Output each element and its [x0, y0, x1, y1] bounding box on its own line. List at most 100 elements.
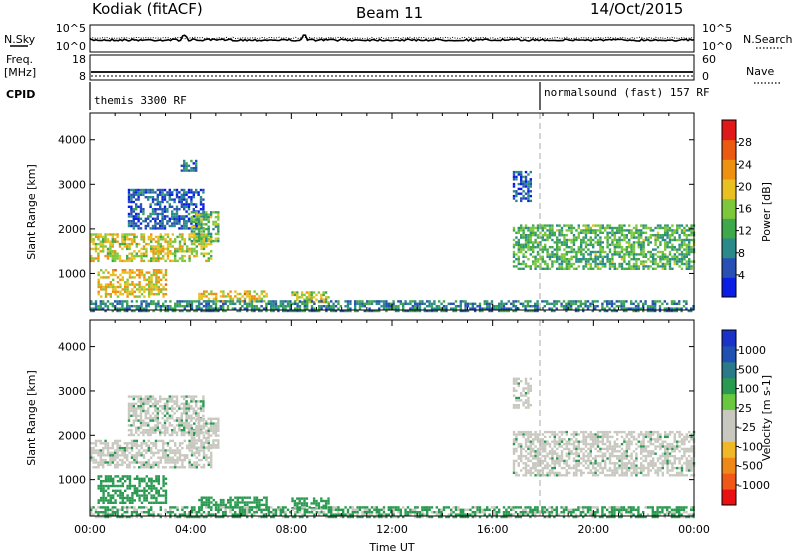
power-cell [284, 300, 287, 303]
power-cell [649, 305, 652, 308]
velocity-cell [156, 407, 159, 410]
velocity-cell [130, 454, 134, 457]
velocity-cell [94, 449, 98, 452]
power-cell [661, 302, 664, 305]
power-cell [524, 243, 528, 246]
power-cell [654, 226, 657, 230]
velocity-cell [127, 417, 131, 420]
velocity-cell [126, 515, 129, 519]
velocity-cell [119, 494, 122, 497]
power-cell [217, 211, 220, 214]
velocity-cell [562, 506, 566, 509]
power-cell [246, 295, 249, 298]
power-cell [330, 300, 333, 303]
power-cell [512, 194, 516, 198]
power-cell [649, 241, 652, 244]
velocity-cell [152, 494, 156, 497]
power-cell [190, 222, 193, 225]
power-cell [683, 238, 686, 242]
power-cell [613, 302, 616, 305]
power-cell [512, 185, 516, 188]
power-cell [239, 292, 242, 296]
power-cell [596, 243, 600, 246]
power-cell [608, 265, 612, 268]
power-cell [155, 271, 158, 274]
power-cell [111, 252, 114, 255]
power-cell [656, 231, 660, 234]
power-cell [162, 288, 165, 291]
power-cell [241, 305, 244, 308]
velocity-cell [100, 487, 103, 490]
velocity-cell [144, 400, 147, 403]
velocity-cell [100, 489, 103, 492]
power-cell [625, 262, 628, 266]
velocity-cell [265, 501, 268, 504]
power-cell [512, 197, 516, 200]
power-cell [551, 253, 554, 256]
power-cell [171, 210, 174, 213]
velocity-cell [176, 506, 179, 509]
velocity-cell [157, 477, 160, 480]
velocity-cell [136, 492, 139, 495]
velocity-cell [207, 436, 210, 440]
power-cell [114, 250, 117, 253]
velocity-cell [567, 511, 570, 514]
velocity-cell [627, 506, 630, 509]
power-cell [181, 247, 184, 251]
power-cell [205, 211, 208, 214]
velocity-cell [236, 513, 239, 516]
velocity-cell [147, 397, 150, 401]
power-cell [625, 250, 628, 254]
power-cell [577, 258, 580, 261]
power-cell [601, 226, 604, 230]
power-cell [520, 236, 523, 239]
power-cell [532, 246, 535, 249]
power-cell [207, 220, 210, 224]
power-cell [152, 238, 155, 241]
power-cell [164, 233, 167, 236]
power-cell [162, 235, 165, 239]
velocity-cell [152, 442, 155, 445]
power-cell [392, 302, 395, 305]
velocity-cell [147, 439, 150, 443]
power-cell [219, 300, 222, 303]
power-cell [637, 309, 640, 313]
power-cell [175, 188, 179, 192]
power-cell [522, 253, 525, 256]
power-cell [300, 293, 304, 297]
velocity-cell [132, 405, 135, 408]
power-cell [199, 227, 203, 230]
velocity-cell [142, 424, 145, 427]
velocity-cell [300, 497, 304, 500]
velocity-cell [212, 432, 215, 435]
power-cell [584, 231, 588, 234]
velocity-cell [171, 407, 174, 410]
velocity-cell [272, 513, 275, 516]
velocity-cell [178, 442, 182, 445]
power-cell [613, 248, 616, 251]
velocity-cell [217, 417, 220, 420]
power-cell [673, 248, 676, 251]
power-cell [392, 307, 395, 310]
velocity-cell [327, 506, 330, 509]
velocity-cell [109, 475, 112, 478]
velocity-cell [142, 456, 146, 459]
power-cell [666, 243, 669, 246]
velocity-cell [263, 496, 266, 499]
power-cell [570, 302, 573, 305]
velocity-cell [169, 515, 172, 519]
power-cell [236, 297, 239, 300]
power-cell [308, 293, 311, 297]
power-cell [580, 229, 583, 232]
velocity-cell [330, 511, 333, 514]
velocity-cell [150, 463, 153, 467]
power-cell [150, 240, 153, 243]
power-cell [505, 307, 508, 310]
power-cell [548, 224, 552, 227]
velocity-cell [121, 446, 124, 450]
velocity-cell [303, 499, 306, 503]
power-cell [112, 283, 115, 286]
power-cell [163, 210, 167, 213]
power-cell [202, 235, 206, 239]
power-cell [354, 307, 357, 310]
